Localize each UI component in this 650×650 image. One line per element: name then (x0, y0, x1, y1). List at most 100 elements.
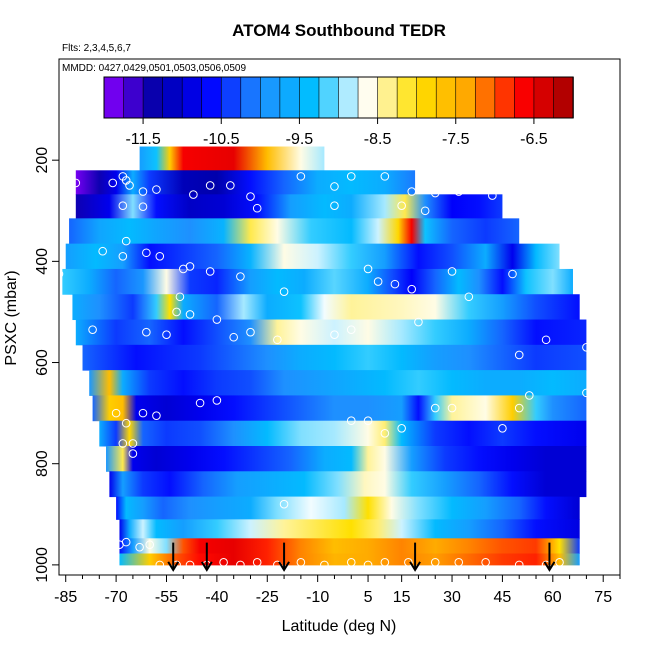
colorbar-frame (103, 76, 574, 119)
colorbar-tick-label: -11.5 (125, 131, 160, 148)
colorbar-cell (279, 76, 301, 119)
colorbar-cell (514, 76, 535, 119)
y-tick-label: 200 (34, 147, 51, 174)
x-tick-label: 5 (364, 589, 373, 606)
heatmap-band (119, 553, 580, 566)
colorbar-tick-label: -7.5 (442, 131, 470, 148)
plot-frame (58, 58, 621, 576)
sample-circle (128, 449, 138, 458)
sample-circle (524, 391, 534, 400)
x-tick-label: 75 (594, 589, 612, 606)
sample-circle (175, 292, 185, 302)
x-tick-label: -10 (306, 589, 329, 606)
sample-circle (226, 181, 235, 190)
sample-circle (582, 388, 591, 398)
sample-circle (205, 181, 215, 190)
sample-circle (514, 350, 524, 360)
colorbar-tick-label: -6.5 (520, 131, 548, 148)
sample-circle (71, 178, 81, 188)
sample-circle (430, 188, 440, 198)
sample-circle (121, 236, 131, 246)
heatmap-band (65, 243, 560, 270)
sample-circle (108, 178, 118, 188)
heatmap-band (92, 395, 587, 422)
sample-circle (162, 330, 171, 340)
sample-circle (346, 325, 356, 334)
x-tick-label: 60 (544, 589, 562, 606)
colorbar-cell (123, 76, 144, 119)
colorbar-cell (181, 76, 203, 119)
sample-circle (320, 560, 329, 570)
sample-circle (279, 287, 289, 297)
sample-circle (88, 325, 97, 334)
colorbar-cell (338, 76, 359, 119)
flight-arrow-head (543, 561, 556, 572)
heatmap-band (139, 146, 325, 171)
sample-circle (373, 277, 383, 286)
sample-circle (508, 269, 517, 279)
sample-circle (155, 251, 165, 261)
colorbar-cell (162, 76, 183, 119)
sample-circle (296, 172, 306, 181)
sample-circle (98, 246, 107, 256)
x-tick-label: 45 (494, 589, 512, 606)
sample-circle (380, 172, 390, 181)
colorbar-cell (533, 76, 555, 119)
sample-circle (125, 181, 134, 190)
x-tick-label: 30 (443, 589, 461, 606)
x-tick-label: -40 (205, 589, 228, 606)
colorbar-cell (201, 76, 223, 119)
sample-circle (454, 558, 464, 567)
colorbar-cell (142, 76, 164, 119)
colorbar-cell (299, 76, 320, 119)
sample-circle (185, 262, 195, 271)
sample-circle (273, 335, 282, 345)
sample-circle (189, 190, 198, 199)
sample-circle (397, 423, 406, 433)
y-axis-label: PSXC (mbar) (3, 270, 20, 365)
sample-markers (59, 172, 591, 570)
sample-circle (447, 267, 457, 276)
sample-circle (541, 335, 551, 345)
flight-arrow-head (200, 561, 213, 572)
sample-circle (390, 279, 400, 289)
colorbar: -11.5 -10.5 -9.5 -8.5 -7.5 -6.5 (103, 76, 574, 148)
colorbar-cell (455, 76, 477, 119)
colorbar-cell (435, 76, 457, 119)
x-tick-label: -25 (256, 589, 279, 606)
sample-circle (138, 187, 148, 196)
sample-circle (279, 499, 289, 509)
colorbar-tick-label: -9.5 (286, 131, 314, 148)
colorbar-cell (396, 76, 418, 119)
colorbar-cell (220, 76, 242, 119)
sample-circle (252, 558, 262, 567)
sample-circle (582, 343, 591, 352)
sample-circle (397, 201, 406, 211)
sample-circle (414, 317, 423, 327)
sample-circle (363, 560, 373, 570)
sample-circle (346, 172, 356, 181)
sample-circle (296, 558, 306, 567)
sample-circle (464, 292, 474, 302)
sample-circle (118, 439, 128, 448)
heatmap-band (62, 268, 573, 295)
colorbar-cell (260, 76, 281, 119)
y-tick-label: 600 (34, 349, 51, 376)
sample-circle (380, 558, 390, 567)
sample-circle (118, 201, 128, 211)
x-tick-label: -70 (105, 589, 128, 606)
sample-circle (142, 327, 151, 337)
sample-circle (430, 558, 440, 567)
sample-circle (404, 558, 413, 567)
sample-circle (142, 248, 151, 258)
flights-note: Flts: 2,3,4,5,6,7 (62, 43, 131, 54)
sample-circle (420, 206, 430, 216)
sample-circle (582, 552, 591, 562)
sample-circle (252, 203, 262, 213)
sample-circle (330, 201, 339, 211)
sample-circle (219, 558, 228, 567)
sample-circle (121, 418, 131, 428)
sample-circle (152, 185, 161, 194)
sample-circle (205, 267, 215, 276)
